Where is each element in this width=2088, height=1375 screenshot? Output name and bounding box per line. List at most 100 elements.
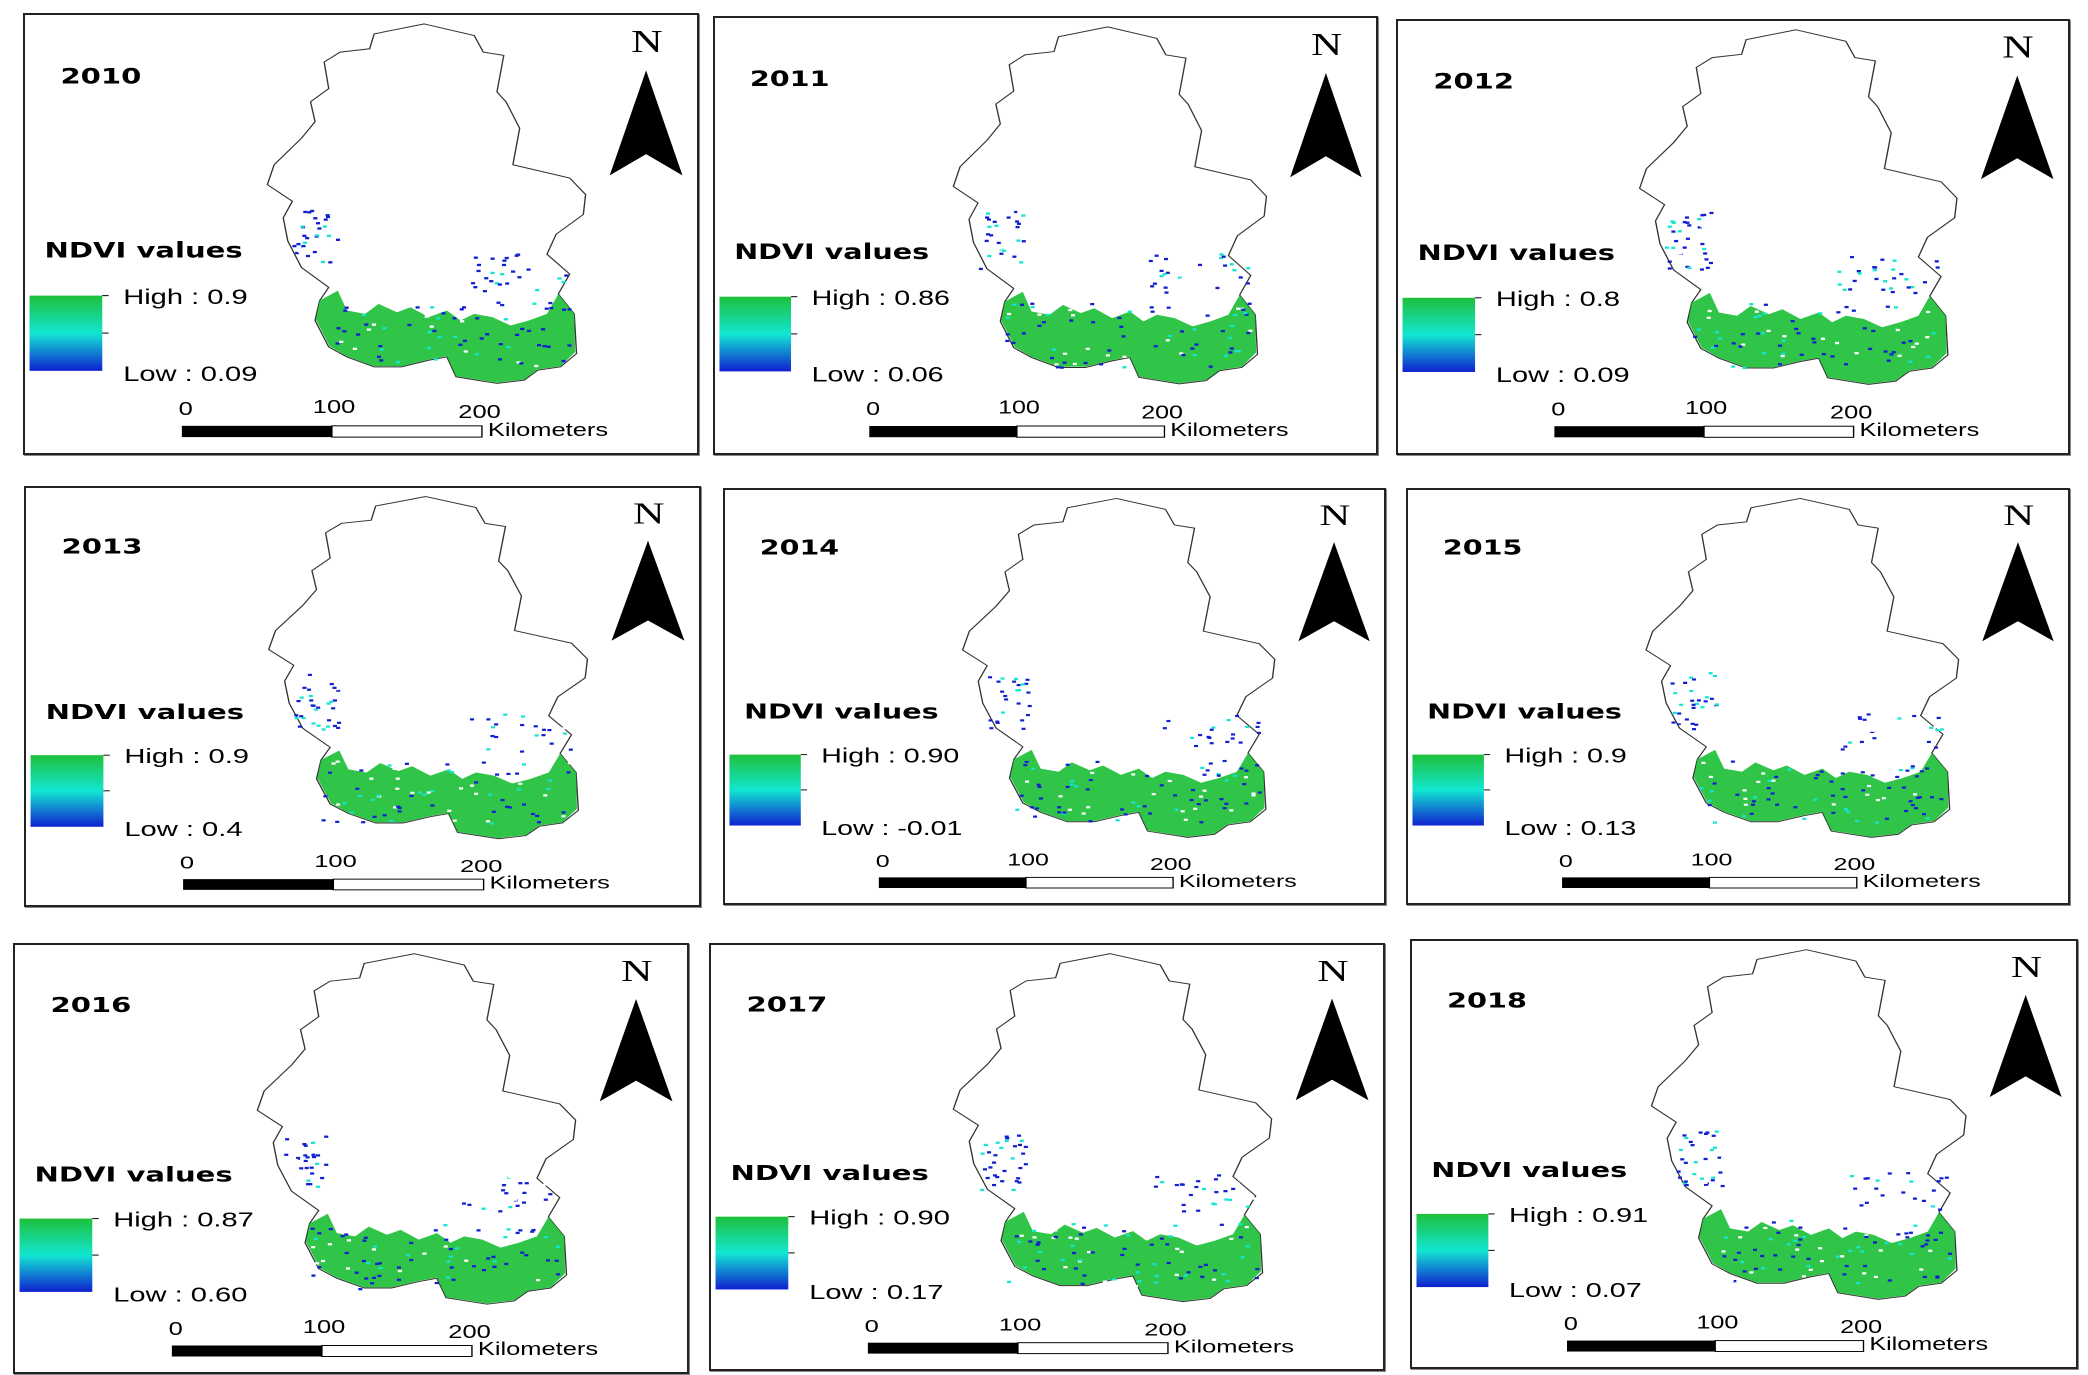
north-label: N: [2011, 951, 2042, 985]
ndvi-raster-pixels: [294, 673, 573, 825]
legend-low-label: Low : 0.09: [123, 362, 257, 385]
scale-bar: [878, 876, 1174, 889]
legend-low-label: Low : 0.4: [124, 819, 242, 842]
north-label: N: [1311, 27, 1342, 62]
year-label: 2012: [1433, 70, 1514, 94]
north-label: N: [2003, 499, 2034, 532]
scale-tick-0: 0: [866, 398, 880, 419]
map-canvas: 2018 N NDVI values High : 0.91 Low : 0.0…: [1416, 949, 2062, 1355]
scale-unit-label: Kilometers: [1170, 419, 1288, 440]
scale-unit-label: Kilometers: [1869, 1334, 1988, 1355]
ndvi-raster-pixels: [988, 676, 1262, 824]
ndvi-raster: [1010, 749, 1265, 837]
scale-tick-100: 100: [1691, 849, 1733, 869]
north-arrow-icon: [1980, 75, 2054, 180]
region-boundary: [267, 496, 589, 840]
year-label: 2011: [750, 67, 830, 91]
ndvi-raster-pixels: [1670, 672, 1944, 824]
legend-title: NDVI values: [1427, 700, 1622, 724]
scale-unit-label: Kilometers: [1859, 419, 1979, 440]
legend-high-label: High : 0.86: [812, 286, 950, 309]
legend-title: NDVI values: [35, 1163, 233, 1187]
scale-tick-200: 200: [448, 1322, 490, 1342]
year-label: 2018: [1447, 989, 1527, 1013]
ndvi-raster-pixels: [282, 1135, 561, 1291]
scale-bar: [1562, 876, 1858, 889]
north-arrow-icon: [1982, 542, 2054, 642]
scale-tick-0: 0: [865, 1316, 879, 1336]
map-canvas: 2013 N NDVI values High : 0.9 Low : 0.4 …: [30, 496, 685, 893]
ndvi-map-panel-2011: 2011 N NDVI values High : 0.86 Low : 0.0…: [713, 16, 1378, 455]
scale-tick-200: 200: [1840, 1317, 1882, 1338]
ndvi-raster-pixels: [292, 209, 572, 368]
scale-tick-200: 200: [458, 402, 500, 423]
north-arrow-icon: [1298, 542, 1370, 642]
legend-color-ramp: [30, 755, 104, 827]
scale-tick-0: 0: [1551, 399, 1565, 420]
scale-tick-0: 0: [1564, 1313, 1578, 1334]
legend-title: NDVI values: [46, 700, 244, 723]
legend-high-label: High : 0.9: [124, 745, 249, 768]
scale-tick-0: 0: [180, 853, 194, 873]
scale-tick-100: 100: [303, 1317, 345, 1337]
scale-unit-label: Kilometers: [1179, 871, 1297, 891]
region-boundary: [256, 953, 577, 1305]
scale-tick-200: 200: [1834, 854, 1876, 874]
ndvi-map-panel-2018: 2018 N NDVI values High : 0.91 Low : 0.0…: [1410, 939, 2078, 1369]
legend-high-label: High : 0.90: [821, 745, 959, 767]
ndvi-map-panel-2014: 2014 N NDVI values High : 0.90 Low : -0.…: [723, 488, 1386, 905]
region-boundary: [952, 953, 1273, 1303]
north-label: N: [621, 954, 653, 988]
scale-tick-200: 200: [1144, 1319, 1186, 1339]
ndvi-map-panel-2013: 2013 N NDVI values High : 0.9 Low : 0.4 …: [24, 486, 701, 907]
scale-tick-100: 100: [313, 397, 355, 418]
legend-low-label: Low : -0.01: [821, 818, 962, 840]
legend-title: NDVI values: [1417, 241, 1615, 265]
scale-unit-label: Kilometers: [488, 419, 608, 440]
year-label: 2014: [760, 536, 839, 560]
ndvi-raster-pixels: [1676, 1130, 1953, 1285]
region-boundary: [1650, 949, 1967, 1300]
legend-color-ramp: [719, 296, 792, 372]
legend-color-ramp: [715, 1216, 789, 1290]
year-label: 2016: [50, 993, 131, 1017]
legend-high-label: High : 0.87: [113, 1209, 254, 1232]
legend-high-label: High : 0.9: [123, 286, 247, 309]
legend-title: NDVI values: [1431, 1158, 1627, 1182]
north-label: N: [631, 25, 663, 60]
year-label: 2015: [1443, 536, 1523, 560]
scale-tick-200: 200: [1830, 402, 1872, 423]
ndvi-raster: [305, 1213, 566, 1304]
scale-unit-label: Kilometers: [1863, 871, 1981, 891]
north-arrow-icon: [609, 70, 683, 176]
legend-low-label: Low : 0.09: [1496, 364, 1630, 387]
north-label: N: [1319, 498, 1350, 531]
scale-bar: [183, 878, 485, 891]
scale-tick-0: 0: [179, 398, 193, 419]
north-arrow-icon: [1290, 72, 1362, 178]
north-arrow-icon: [1295, 998, 1369, 1101]
scale-tick-200: 200: [1141, 402, 1183, 423]
map-canvas: 2014 N NDVI values High : 0.90 Low : -0.…: [729, 497, 1370, 891]
map-canvas: 2012 N NDVI values High : 0.8 Low : 0.09…: [1402, 29, 2054, 440]
scale-bar: [171, 1345, 473, 1357]
ndvi-map-panel-2010: 2010 N NDVI values High : 0.9 Low : 0.09…: [23, 13, 699, 455]
scale-unit-label: Kilometers: [478, 1339, 598, 1359]
scale-tick-0: 0: [169, 1318, 183, 1338]
scale-unit-label: Kilometers: [490, 872, 610, 892]
scale-bar: [181, 425, 483, 438]
legend-color-ramp: [29, 295, 103, 371]
map-canvas: 2016 N NDVI values High : 0.87 Low : 0.6…: [19, 953, 673, 1359]
year-label: 2013: [62, 535, 143, 558]
legend-title: NDVI values: [744, 700, 938, 724]
map-canvas: 2010 N NDVI values High : 0.9 Low : 0.09…: [29, 23, 683, 440]
ndvi-raster: [1693, 749, 1949, 837]
legend-high-label: High : 0.90: [809, 1207, 950, 1230]
north-arrow-icon: [599, 998, 673, 1102]
year-label: 2017: [746, 993, 827, 1017]
ndvi-raster-pixels: [1665, 211, 1940, 370]
ndvi-raster: [1001, 291, 1257, 384]
scale-tick-100: 100: [1696, 1312, 1738, 1333]
north-label: N: [2002, 30, 2033, 65]
map-canvas: 2015 N NDVI values High : 0.9 Low : 0.13…: [1412, 497, 2054, 891]
